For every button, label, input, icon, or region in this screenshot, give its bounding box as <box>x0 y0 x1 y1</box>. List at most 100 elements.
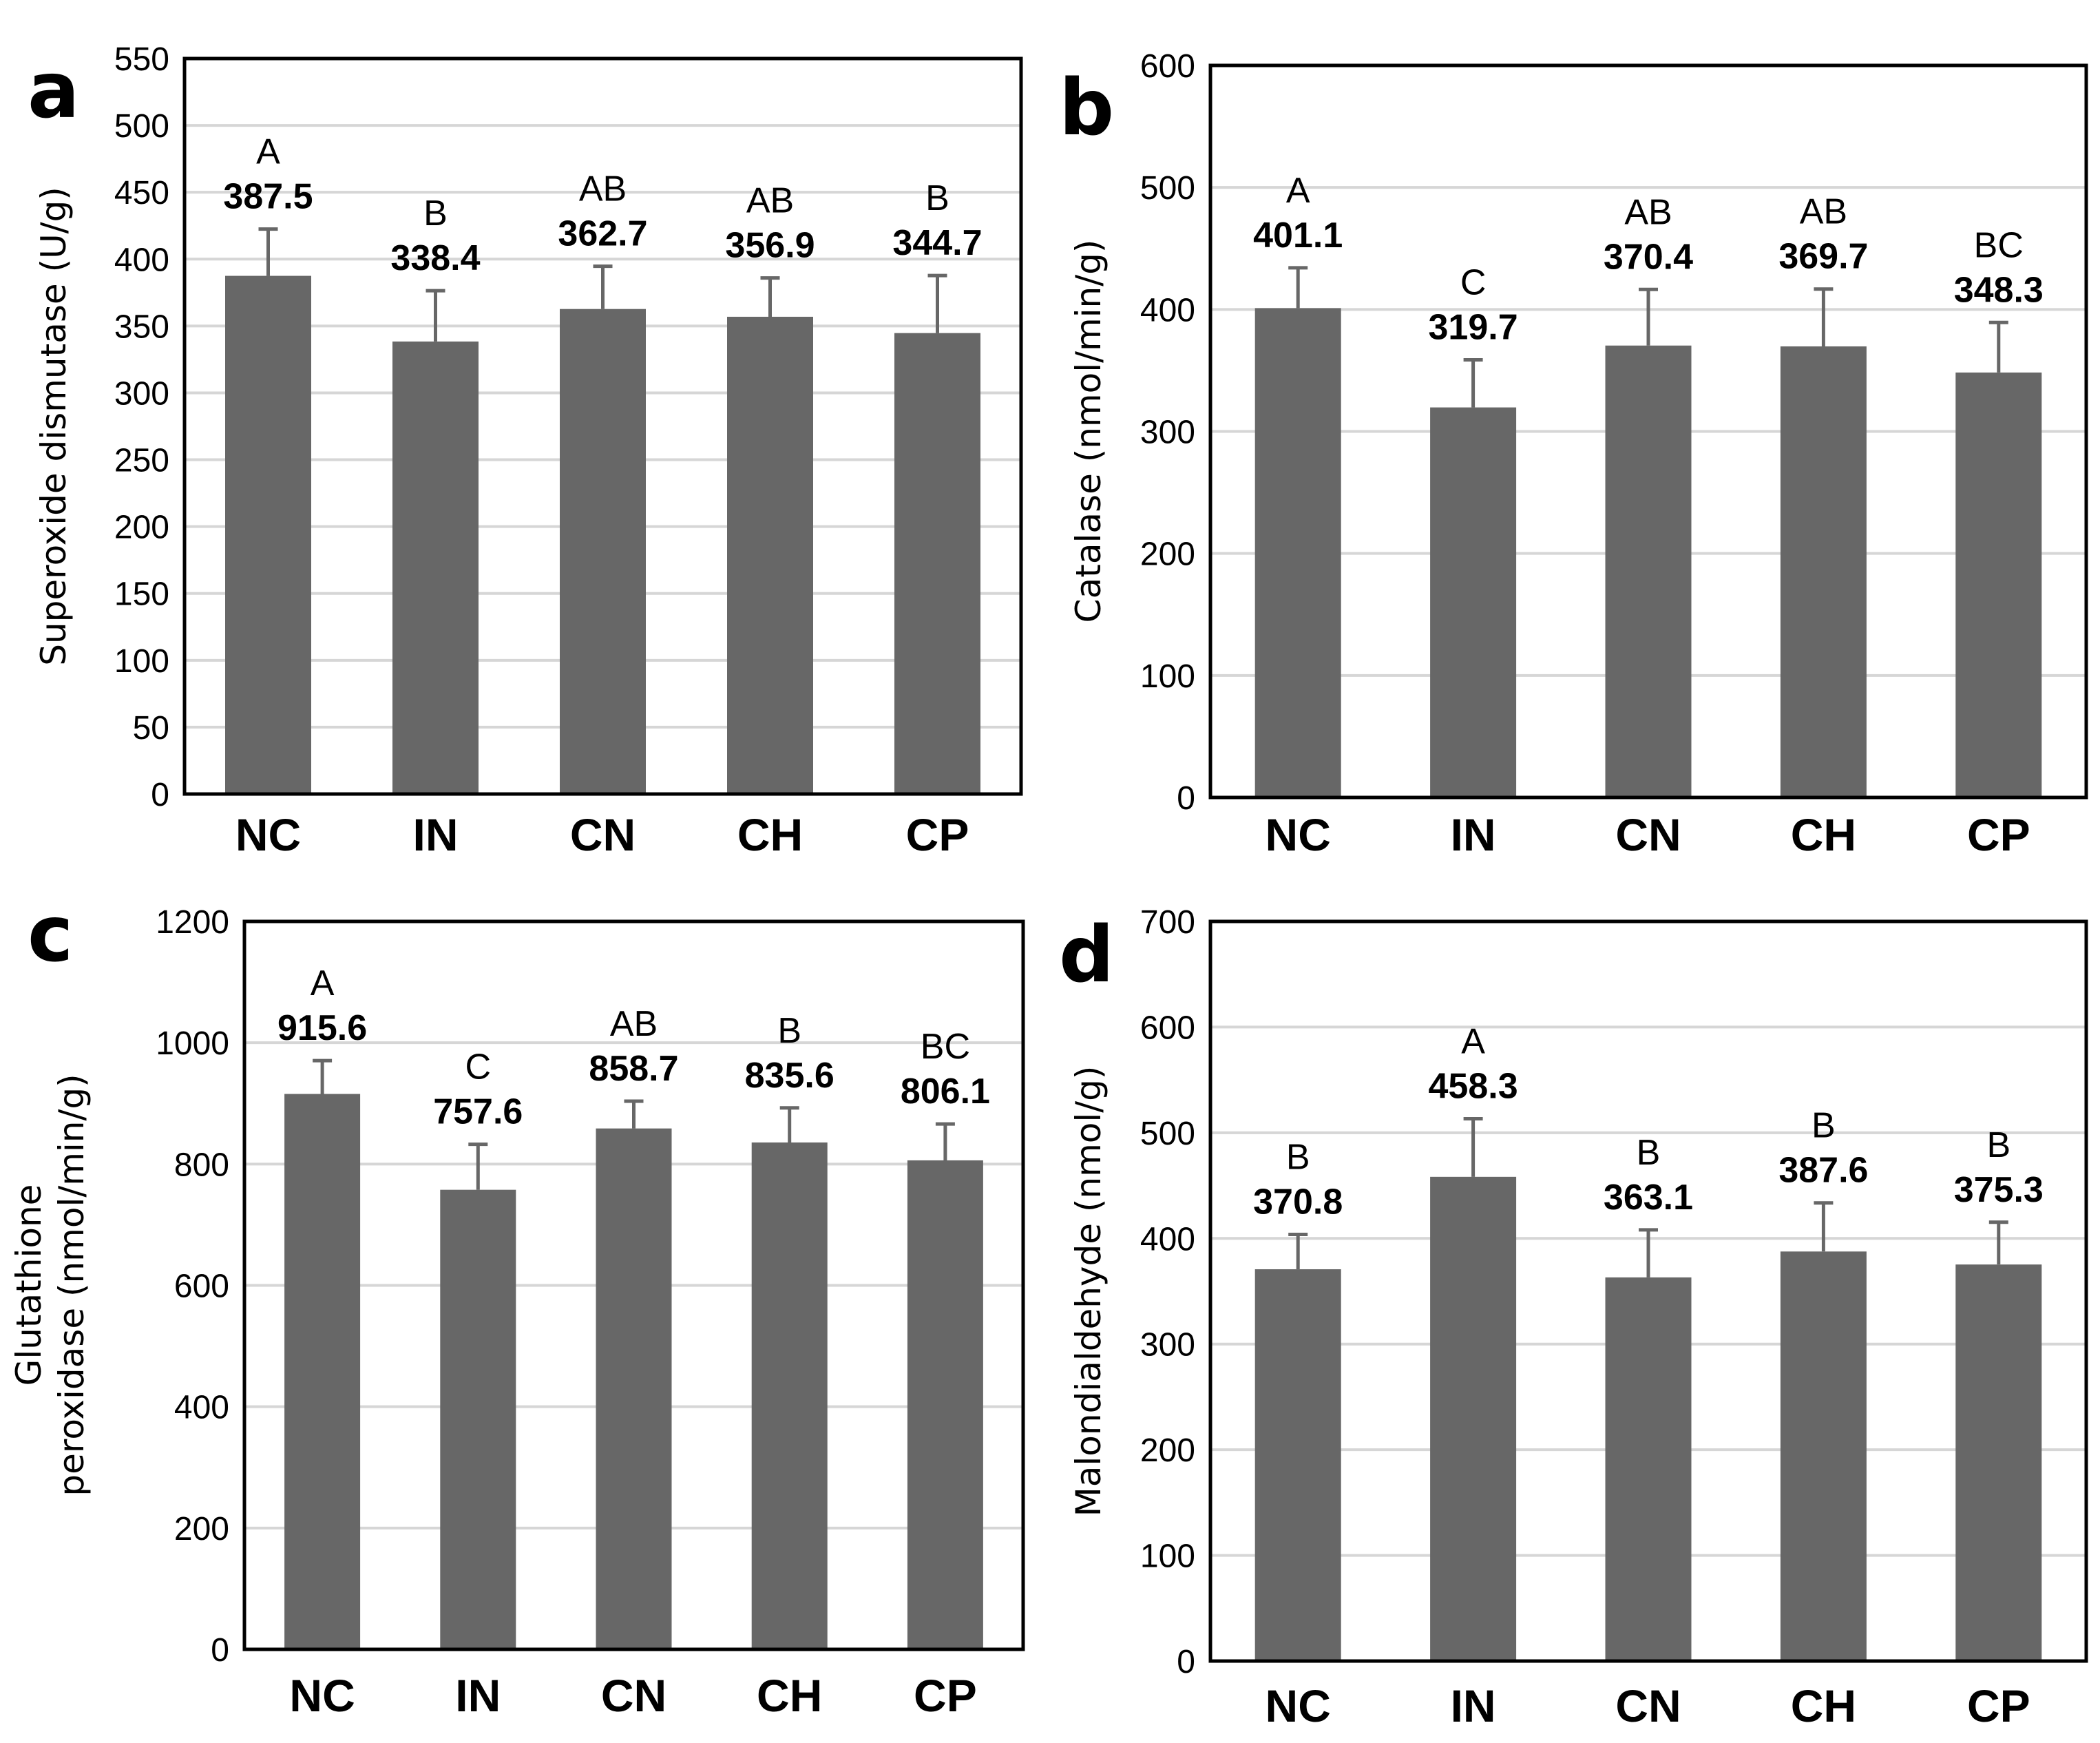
y-tick-label: 450 <box>114 175 169 211</box>
y-axis-label-line: peroxidase (nmol/min/g) <box>52 1074 92 1496</box>
x-tick-label: IN <box>455 1670 501 1721</box>
panel-letter: d <box>1059 910 1114 1000</box>
panel-letter: b <box>1059 63 1114 153</box>
bar <box>751 1142 828 1649</box>
x-tick-label: CH <box>737 809 803 860</box>
group-letter: A <box>311 963 335 1003</box>
group-letter: C <box>1460 263 1487 303</box>
bar <box>1254 308 1341 797</box>
bar <box>560 309 646 795</box>
y-tick-label: 0 <box>211 1632 229 1669</box>
y-axis-label-line: Superoxide dismutase (U/g) <box>34 187 74 666</box>
data-label: 858.7 <box>589 1049 678 1089</box>
bar <box>440 1189 516 1649</box>
data-label: 387.5 <box>223 177 313 217</box>
y-tick-label: 1200 <box>156 904 229 941</box>
group-letter: B <box>423 194 448 233</box>
x-tick-label: CH <box>1791 1680 1856 1731</box>
y-tick-label: 600 <box>174 1269 229 1305</box>
y-tick-label: 400 <box>174 1390 229 1426</box>
group-letter: AB <box>579 169 627 209</box>
data-label: 319.7 <box>1429 308 1518 348</box>
data-label: 915.6 <box>277 1008 367 1048</box>
data-label: 375.3 <box>1954 1170 2044 1210</box>
x-tick-label: IN <box>1451 809 1496 860</box>
group-letter: A <box>1286 171 1310 211</box>
y-tick-label: 100 <box>1140 1538 1195 1575</box>
x-tick-label: NC <box>235 809 301 860</box>
chart-panel-d: 0 100 200 300 400 500 600 700 370.8 B NC 458.3 A IN 36… <box>1059 904 2088 1731</box>
data-label: 835.6 <box>745 1056 834 1096</box>
y-tick-label: 100 <box>114 643 169 680</box>
x-tick-label: IN <box>1451 1680 1496 1731</box>
data-label: 458.3 <box>1429 1066 1518 1106</box>
y-tick-label: 300 <box>1140 415 1195 451</box>
y-axis-label: Glutathioneperoxidase (nmol/min/g) <box>9 1074 92 1496</box>
group-letter: AB <box>1624 192 1672 232</box>
bar <box>1430 407 1517 797</box>
y-axis-label-line: Catalase (nmol/min/g) <box>1069 240 1109 623</box>
y-axis-label-line: Malondialdehyde (nmol/g) <box>1069 1066 1109 1517</box>
y-tick-label: 1000 <box>156 1025 229 1062</box>
bar <box>284 1094 361 1649</box>
x-tick-label: CP <box>906 809 969 860</box>
plot-frame <box>182 56 1023 796</box>
y-axis-label: Catalase (nmol/min/g) <box>1069 240 1109 623</box>
x-tick-label: CN <box>1615 1680 1681 1731</box>
x-tick-label: CN <box>570 809 636 860</box>
chart-panel-b: 0 100 200 300 400 500 600 401.1 A NC 319.7 C IN 370.4… <box>1059 48 2088 860</box>
group-letter: A <box>1461 1021 1485 1061</box>
group-letter: B <box>925 178 949 218</box>
y-tick-label: 400 <box>1140 1221 1195 1257</box>
y-axis-label: Superoxide dismutase (U/g) <box>34 187 74 666</box>
group-letter: C <box>465 1047 492 1087</box>
plot-frame <box>1208 919 2088 1663</box>
y-tick-label: 600 <box>1140 48 1195 85</box>
bar <box>1605 1277 1692 1661</box>
data-label: 356.9 <box>725 226 815 266</box>
bar <box>894 333 980 794</box>
group-letter: AB <box>746 181 794 221</box>
bar <box>727 316 813 794</box>
data-label: 370.4 <box>1604 237 1693 277</box>
y-tick-label: 500 <box>1140 1116 1195 1152</box>
bar <box>225 275 311 795</box>
data-label: 369.7 <box>1778 237 1868 277</box>
y-tick-label: 300 <box>114 375 169 412</box>
y-axis-label-line: Glutathione <box>9 1184 49 1386</box>
data-label: 387.6 <box>1778 1151 1868 1191</box>
bar <box>1605 345 1692 797</box>
y-tick-label: 0 <box>151 777 169 813</box>
group-letter: B <box>1286 1137 1310 1177</box>
bar <box>596 1128 672 1649</box>
x-tick-label: CP <box>914 1670 977 1721</box>
y-tick-label: 500 <box>114 108 169 145</box>
y-tick-label: 0 <box>1177 1644 1195 1680</box>
plot-frame <box>1208 63 2088 800</box>
x-tick-label: CP <box>1967 1680 2030 1731</box>
y-tick-label: 0 <box>1177 780 1195 817</box>
group-letter: BC <box>921 1027 970 1067</box>
y-tick-label: 200 <box>1140 536 1195 573</box>
data-label: 806.1 <box>901 1072 990 1111</box>
data-label: 757.6 <box>433 1092 523 1132</box>
y-tick-label: 400 <box>114 242 169 278</box>
group-letter: B <box>777 1011 801 1051</box>
x-tick-label: CN <box>1615 809 1681 860</box>
data-label: 344.7 <box>892 223 982 263</box>
y-tick-label: 150 <box>114 576 169 613</box>
bar <box>392 341 479 794</box>
y-tick-label: 200 <box>1140 1432 1195 1469</box>
y-tick-label: 300 <box>1140 1327 1195 1364</box>
y-tick-label: 200 <box>114 510 169 546</box>
x-tick-label: CH <box>757 1670 822 1721</box>
y-tick-label: 550 <box>114 41 169 78</box>
x-tick-label: NC <box>289 1670 355 1721</box>
y-tick-label: 700 <box>1140 904 1195 941</box>
data-label: 401.1 <box>1253 216 1343 255</box>
y-tick-label: 400 <box>1140 292 1195 328</box>
y-tick-label: 200 <box>174 1511 229 1547</box>
bar <box>1780 1251 1867 1661</box>
plot-frame <box>242 919 1025 1651</box>
x-tick-label: IN <box>413 809 459 860</box>
